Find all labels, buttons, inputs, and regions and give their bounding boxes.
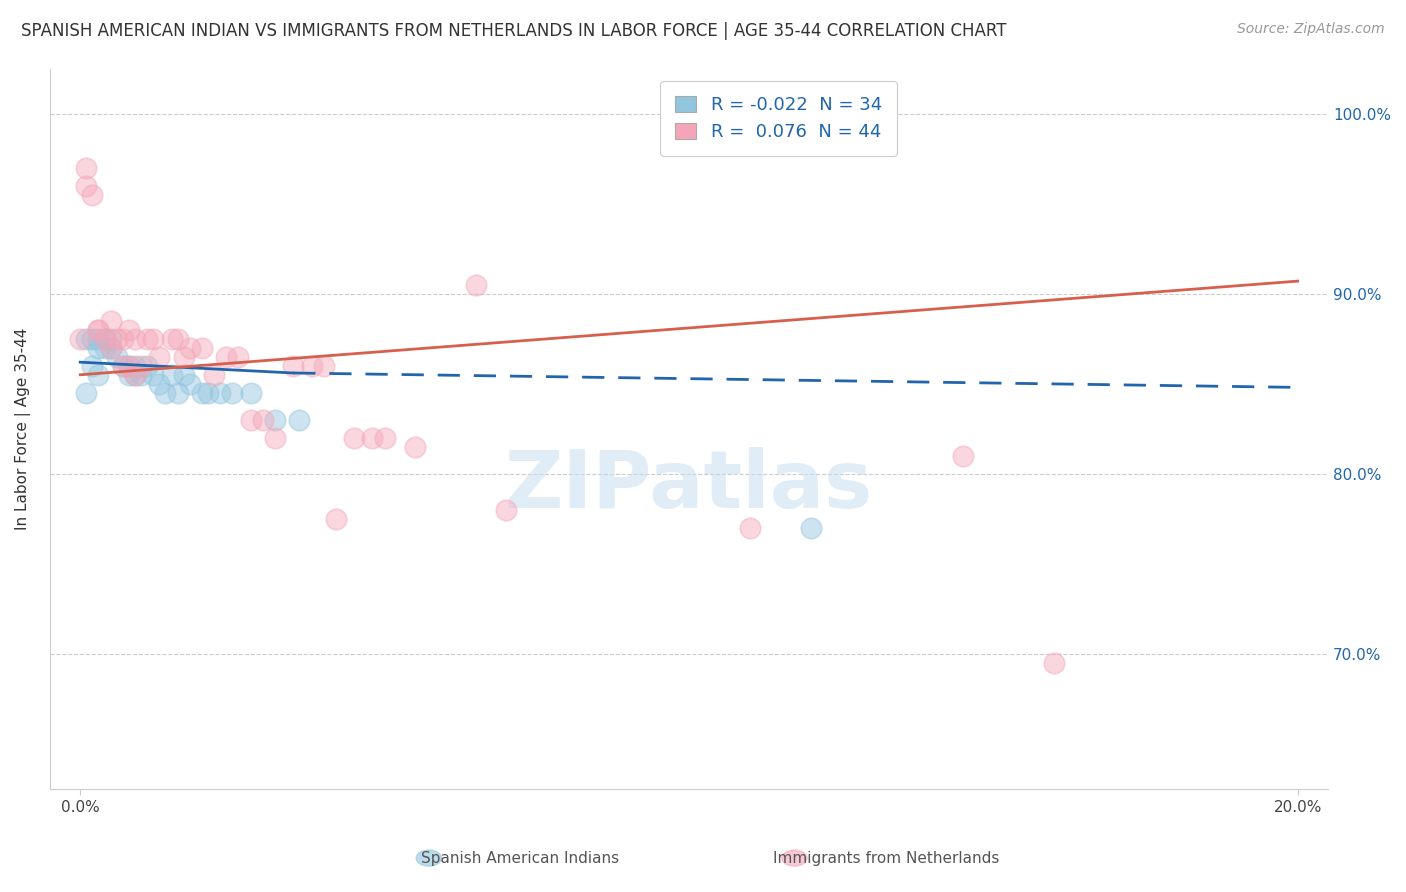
Point [87,332,110,346]
Text: SPANISH AMERICAN INDIAN VS IMMIGRANTS FROM NETHERLANDS IN LABOR FORCE | AGE 35-4: SPANISH AMERICAN INDIAN VS IMMIGRANTS FR… [21,22,1007,40]
Point [136,359,159,373]
Point [75,332,97,346]
Point [118,359,141,373]
Y-axis label: In Labor Force | Age 35-44: In Labor Force | Age 35-44 [15,327,31,530]
Point [75,161,97,175]
Text: Source: ZipAtlas.com: Source: ZipAtlas.com [1237,22,1385,37]
Point [82,187,104,202]
Point [142,332,165,346]
Point [93,341,115,355]
Point [124,359,146,373]
Point [166,332,188,346]
Point [100,341,122,355]
Point [87,323,110,337]
Point [69,332,91,346]
Point [361,431,384,445]
Legend: R = -0.022  N = 34, R =  0.076  N = 44: R = -0.022 N = 34, R = 0.076 N = 44 [661,81,897,155]
Point [252,413,274,427]
Point [221,385,243,400]
Point [124,368,146,382]
Point [1043,656,1066,670]
Point [283,359,305,373]
Point [87,323,110,337]
Point [148,376,170,391]
Point [738,521,761,535]
Point [155,385,177,400]
Point [124,332,146,346]
Point [160,368,183,382]
Point [197,385,219,400]
Point [288,413,311,427]
Point [136,332,159,346]
Point [374,431,396,445]
Point [301,359,323,373]
Point [100,314,122,328]
Point [404,440,426,454]
Point [191,341,214,355]
Point [239,413,262,427]
Point [160,332,183,346]
Point [75,385,97,400]
Text: Spanish American Indians: Spanish American Indians [422,851,619,865]
Point [264,413,287,427]
Point [105,332,128,346]
Point [173,368,195,382]
Point [215,350,238,364]
Point [87,341,110,355]
Point [105,350,128,364]
Point [343,431,366,445]
Text: ZIPatlas: ZIPatlas [505,448,873,525]
Point [148,350,170,364]
Point [495,503,517,517]
Point [82,332,104,346]
Point [129,368,152,382]
Point [118,323,141,337]
Point [87,368,110,382]
Text: Immigrants from Netherlands: Immigrants from Netherlands [772,851,1000,865]
Point [82,359,104,373]
Point [952,449,974,463]
Point [325,512,347,526]
Point [264,431,287,445]
Point [118,359,141,373]
Point [100,341,122,355]
Point [111,332,134,346]
Point [179,376,201,391]
Point [312,359,335,373]
Point [464,277,486,292]
Point [111,359,134,373]
Point [75,178,97,193]
Point [111,359,134,373]
Point [118,368,141,382]
Point [129,359,152,373]
Point [228,350,250,364]
Point [173,350,195,364]
Point [100,332,122,346]
Point [209,385,232,400]
Point [124,368,146,382]
Point [142,368,165,382]
Point [93,332,115,346]
Point [202,368,225,382]
Point [179,341,201,355]
Point [800,521,823,535]
Point [166,385,188,400]
Point [93,332,115,346]
Point [239,385,262,400]
Point [191,385,214,400]
